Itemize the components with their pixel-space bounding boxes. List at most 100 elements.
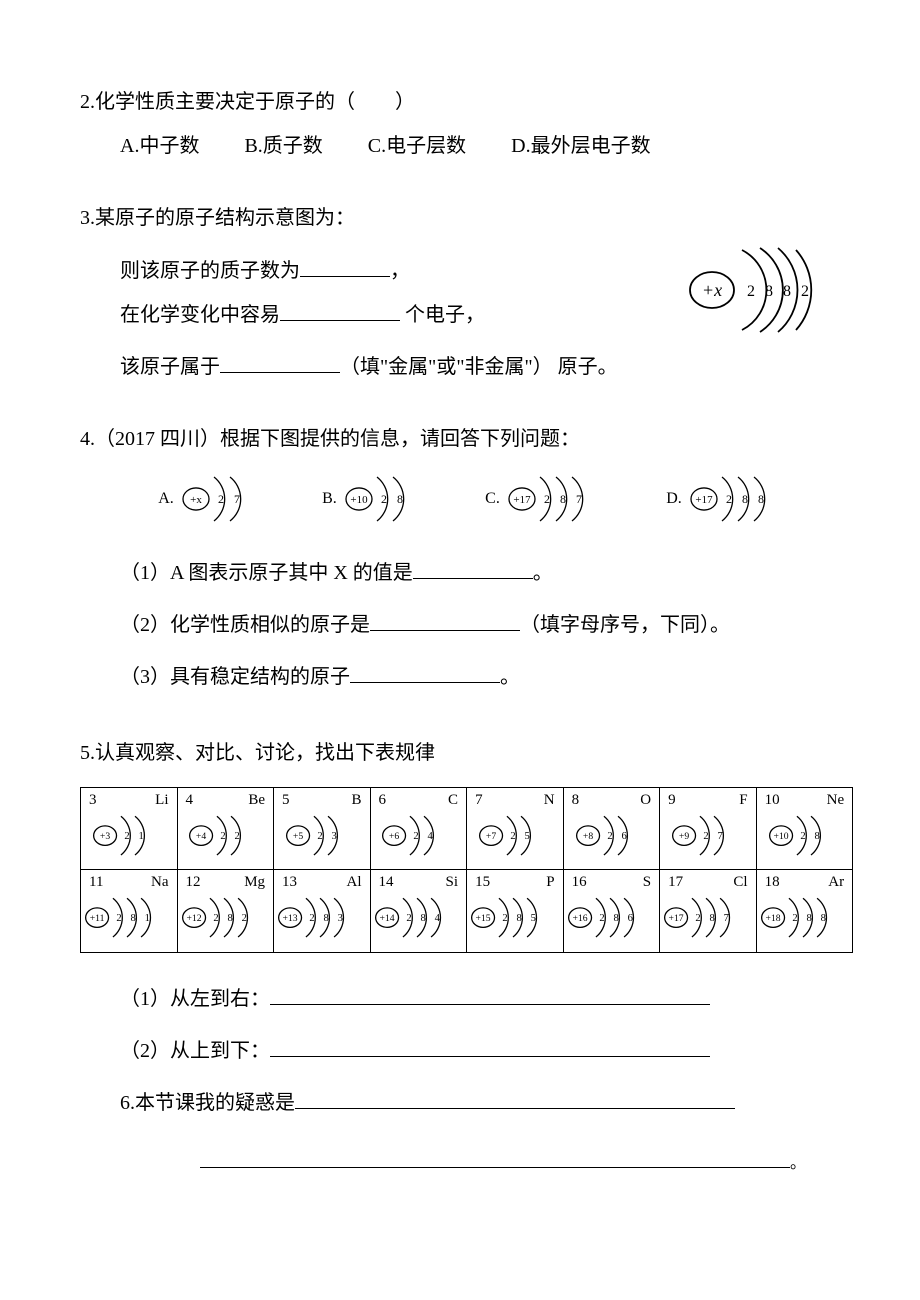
pt-cell: 3Li+321 xyxy=(81,788,178,870)
pt-cell: 18Ar+18288 xyxy=(756,870,853,952)
question-3: 3.某原子的原子结构示意图为： 则该原子的质子数为， 在化学变化中容易 个电子，… xyxy=(80,196,840,389)
pt-cell: 17Cl+17287 xyxy=(660,870,757,952)
svg-text:8: 8 xyxy=(742,492,748,506)
svg-text:8: 8 xyxy=(758,492,764,506)
q3-line1: 3.某原子的原子结构示意图为： xyxy=(80,196,840,240)
svg-text:4: 4 xyxy=(434,913,440,924)
q4-sub1: （1）A 图表示原子其中 X 的值是 。 xyxy=(80,547,840,599)
svg-text:2: 2 xyxy=(406,913,411,924)
pt-cell: 13Al+13283 xyxy=(274,870,371,952)
svg-text:2: 2 xyxy=(510,831,515,842)
periodic-table: 3Li+3214Be+4225B+5236C+6247N+7258O+8269F… xyxy=(80,787,853,953)
q6-end: 。 xyxy=(790,1155,806,1172)
pt-cell: 12Mg+12282 xyxy=(177,870,274,952)
q2-opt-b: B.质子数 xyxy=(244,135,322,157)
svg-text:2: 2 xyxy=(747,283,755,300)
question-4: 4.（2017 四川）根据下图提供的信息，请回答下列问题： A.+x27B.+1… xyxy=(80,417,840,703)
svg-text:+18: +18 xyxy=(765,913,780,924)
q4-s3a: （3）具有稳定结构的原子 xyxy=(120,666,350,688)
pt-cell: 16S+16286 xyxy=(563,870,660,952)
pt-cell: 7N+725 xyxy=(467,788,564,870)
q2-opt-d: D.最外层电子数 xyxy=(511,135,650,157)
svg-text:7: 7 xyxy=(234,492,240,506)
svg-text:4: 4 xyxy=(428,831,434,842)
svg-text:8: 8 xyxy=(227,913,232,924)
svg-text:8: 8 xyxy=(814,831,819,842)
svg-text:+x: +x xyxy=(190,494,202,506)
q3-l3a: 在化学变化中容易 xyxy=(120,304,280,326)
pt-row-1: 3Li+3214Be+4225B+5236C+6247N+7258O+8269F… xyxy=(81,788,853,870)
nucleus-label: +x xyxy=(702,280,722,300)
svg-text:5: 5 xyxy=(524,831,529,842)
svg-text:1: 1 xyxy=(145,913,150,924)
svg-text:+13: +13 xyxy=(283,913,298,924)
q4-s1a: （1）A 图表示原子其中 X 的值是 xyxy=(120,562,413,584)
blank xyxy=(200,1150,790,1168)
blank xyxy=(220,355,340,373)
q4-item: B.+1028 xyxy=(322,471,429,527)
svg-text:2: 2 xyxy=(317,831,322,842)
svg-text:+16: +16 xyxy=(572,913,587,924)
svg-text:+5: +5 xyxy=(293,831,303,842)
svg-text:7: 7 xyxy=(724,913,729,924)
svg-text:2: 2 xyxy=(124,831,129,842)
q4-item: A.+x27 xyxy=(158,471,266,527)
q4-sub3: （3）具有稳定结构的原子 。 xyxy=(80,651,840,703)
svg-text:2: 2 xyxy=(544,492,550,506)
svg-text:2: 2 xyxy=(221,831,226,842)
svg-text:8: 8 xyxy=(783,283,791,300)
q3-l4b: （填"金属"或"非金属"） 原子。 xyxy=(340,356,618,378)
svg-text:7: 7 xyxy=(718,831,723,842)
q4-item: D.+17288 xyxy=(666,471,792,527)
pt-cell: 11Na+11281 xyxy=(81,870,178,952)
svg-text:8: 8 xyxy=(765,283,773,300)
svg-text:1: 1 xyxy=(138,831,143,842)
svg-text:2: 2 xyxy=(241,913,246,924)
q3-line3: 在化学变化中容易 个电子， xyxy=(80,293,680,337)
svg-text:2: 2 xyxy=(800,831,805,842)
svg-text:+8: +8 xyxy=(582,831,592,842)
svg-text:8: 8 xyxy=(806,913,811,924)
svg-text:8: 8 xyxy=(397,492,403,506)
q4-s3b: 。 xyxy=(500,666,520,688)
svg-text:7: 7 xyxy=(576,492,582,506)
q3-l2b: ， xyxy=(390,260,410,282)
q5-s2: （2）从上到下： xyxy=(120,1040,270,1062)
q5-sub2: （2）从上到下： xyxy=(80,1025,840,1077)
svg-text:2: 2 xyxy=(503,913,508,924)
svg-text:+10: +10 xyxy=(350,494,368,506)
svg-text:+11: +11 xyxy=(90,913,105,924)
q4-diagrams: A.+x27B.+1028C.+17287D.+17288 xyxy=(80,461,840,547)
svg-text:8: 8 xyxy=(420,913,425,924)
blank xyxy=(270,987,710,1005)
pt-cell: 10Ne+1028 xyxy=(756,788,853,870)
q5-s1: （1）从左到右： xyxy=(120,988,270,1010)
svg-text:8: 8 xyxy=(560,492,566,506)
q5-stem: 5.认真观察、对比、讨论，找出下表规律 xyxy=(80,731,840,775)
blank xyxy=(413,561,533,579)
q4-item: C.+17287 xyxy=(485,471,610,527)
q4-s2b: （填字母序号，下同）。 xyxy=(520,614,730,636)
pt-cell: 4Be+422 xyxy=(177,788,274,870)
svg-text:8: 8 xyxy=(324,913,329,924)
svg-text:+17: +17 xyxy=(513,494,531,506)
svg-text:2: 2 xyxy=(116,913,121,924)
q4-sub2: （2）化学性质相似的原子是（填字母序号，下同）。 xyxy=(80,599,840,651)
q4-s1b: 。 xyxy=(533,562,553,584)
svg-text:+12: +12 xyxy=(186,913,201,924)
svg-text:2: 2 xyxy=(696,913,701,924)
pt-row-2: 11Na+1128112Mg+1228213Al+1328314Si+14284… xyxy=(81,870,853,952)
q5-sub1: （1）从左到右： xyxy=(80,973,840,1025)
q3-l3b: 个电子， xyxy=(400,304,485,326)
svg-text:3: 3 xyxy=(338,913,343,924)
svg-text:3: 3 xyxy=(331,831,336,842)
svg-text:8: 8 xyxy=(613,913,618,924)
svg-text:2: 2 xyxy=(235,831,240,842)
svg-text:2: 2 xyxy=(381,492,387,506)
svg-text:2: 2 xyxy=(309,913,314,924)
pt-cell: 14Si+14284 xyxy=(370,870,467,952)
q3-line4: 该原子属于 （填"金属"或"非金属"） 原子。 xyxy=(80,345,840,389)
svg-text:+3: +3 xyxy=(100,831,110,842)
svg-text:2: 2 xyxy=(703,831,708,842)
q3-l4a: 该原子属于 xyxy=(120,356,220,378)
